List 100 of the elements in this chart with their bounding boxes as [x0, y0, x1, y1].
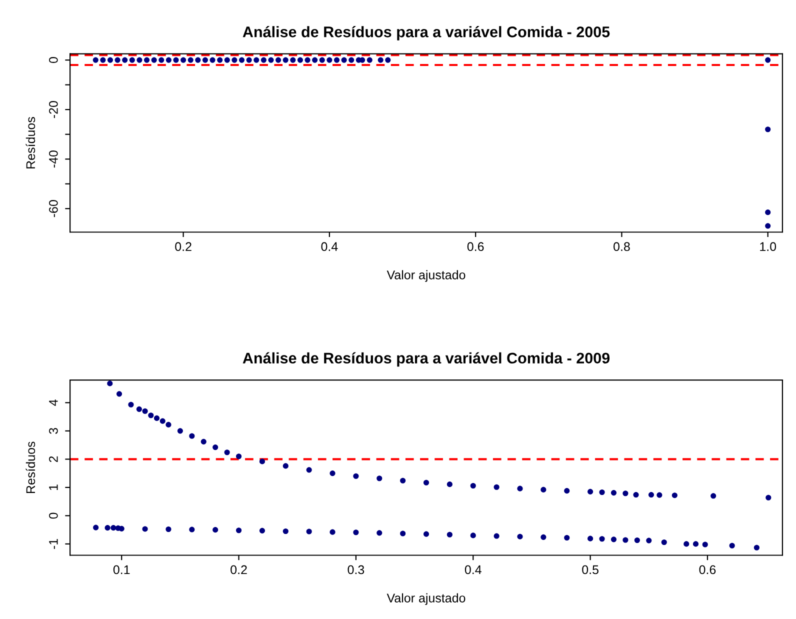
point: [260, 57, 266, 63]
point: [334, 57, 340, 63]
point: [672, 492, 678, 498]
x-tick-label: 0.4: [464, 565, 482, 574]
point: [282, 463, 288, 469]
point: [268, 57, 274, 63]
point: [122, 57, 128, 63]
y-tick-label: 0: [49, 512, 58, 519]
point: [232, 57, 238, 63]
point: [238, 57, 245, 63]
point: [188, 57, 194, 63]
point: [710, 493, 716, 499]
point: [341, 57, 347, 63]
point: [517, 486, 523, 492]
point: [385, 57, 391, 63]
point: [661, 539, 667, 546]
point: [100, 57, 106, 63]
point: [304, 57, 310, 63]
x-tick-label: 0.6: [467, 242, 484, 252]
point: [564, 488, 570, 494]
y-axis-title: Resíduos: [26, 117, 36, 168]
y-tick-label: 0: [49, 57, 58, 64]
x-tick-label: 0.6: [699, 565, 716, 574]
point: [114, 57, 120, 63]
point: [136, 57, 142, 63]
point: [93, 524, 99, 530]
point: [290, 57, 296, 63]
point: [517, 534, 523, 540]
point: [189, 433, 195, 439]
chart-title: Análise de Resíduos para a variável Comida - 2009: [242, 352, 610, 367]
point: [622, 490, 628, 496]
point: [116, 391, 122, 397]
point: [765, 223, 771, 229]
point: [246, 57, 252, 63]
point: [540, 486, 546, 492]
point: [684, 541, 690, 547]
point: [312, 57, 318, 63]
point: [195, 57, 201, 63]
point: [104, 525, 110, 531]
point: [326, 57, 332, 63]
x-tick-label: 0.2: [230, 565, 247, 574]
point: [610, 490, 617, 496]
y-tick-label: 3: [49, 428, 58, 434]
point: [224, 450, 230, 456]
point: [306, 528, 312, 534]
x-axis-title: Valor ajustado: [386, 593, 466, 605]
point: [353, 530, 359, 536]
point: [282, 57, 288, 63]
point: [588, 536, 594, 542]
point: [470, 482, 476, 489]
point: [224, 57, 230, 63]
point: [254, 57, 260, 63]
point: [729, 542, 735, 548]
point: [378, 57, 384, 63]
point: [217, 57, 223, 63]
point: [702, 542, 708, 548]
y-tick-label: -20: [49, 101, 58, 118]
x-tick-label: 0.1: [113, 565, 130, 574]
point: [366, 57, 372, 63]
point: [189, 526, 195, 532]
point: [177, 428, 183, 434]
y-tick-label: -1: [49, 538, 58, 549]
point: [236, 454, 242, 460]
point: [423, 480, 430, 486]
point: [160, 418, 166, 424]
x-axis-title: Valor ajustado: [386, 270, 466, 282]
point: [692, 541, 699, 547]
x-tick-label: 1.0: [760, 242, 776, 252]
x-tick-label: 0.4: [321, 242, 338, 252]
point: [107, 380, 113, 386]
point: [423, 531, 430, 537]
point: [319, 57, 325, 63]
point: [148, 412, 154, 418]
point: [766, 494, 772, 500]
point: [151, 57, 157, 63]
point: [376, 530, 382, 536]
point: [765, 126, 771, 132]
x-tick-label: 0.3: [348, 565, 364, 574]
point: [276, 57, 282, 63]
point: [154, 415, 160, 421]
y-tick-label: 1: [49, 484, 58, 490]
point: [259, 458, 265, 464]
point: [599, 489, 605, 496]
y-tick-label: -60: [49, 200, 58, 218]
y-tick-label: 2: [49, 456, 58, 462]
point: [646, 538, 652, 544]
point: [158, 57, 164, 63]
point: [236, 528, 242, 534]
point: [564, 534, 570, 541]
point: [622, 537, 628, 543]
point: [648, 492, 654, 498]
point: [210, 57, 216, 63]
chart-title: Análise de Resíduos para a variável Comida - 2005: [242, 26, 610, 40]
point: [200, 438, 206, 444]
point: [306, 467, 312, 473]
point: [348, 57, 354, 63]
point: [166, 57, 172, 63]
point: [142, 408, 148, 414]
point: [129, 57, 135, 63]
point: [144, 57, 150, 63]
